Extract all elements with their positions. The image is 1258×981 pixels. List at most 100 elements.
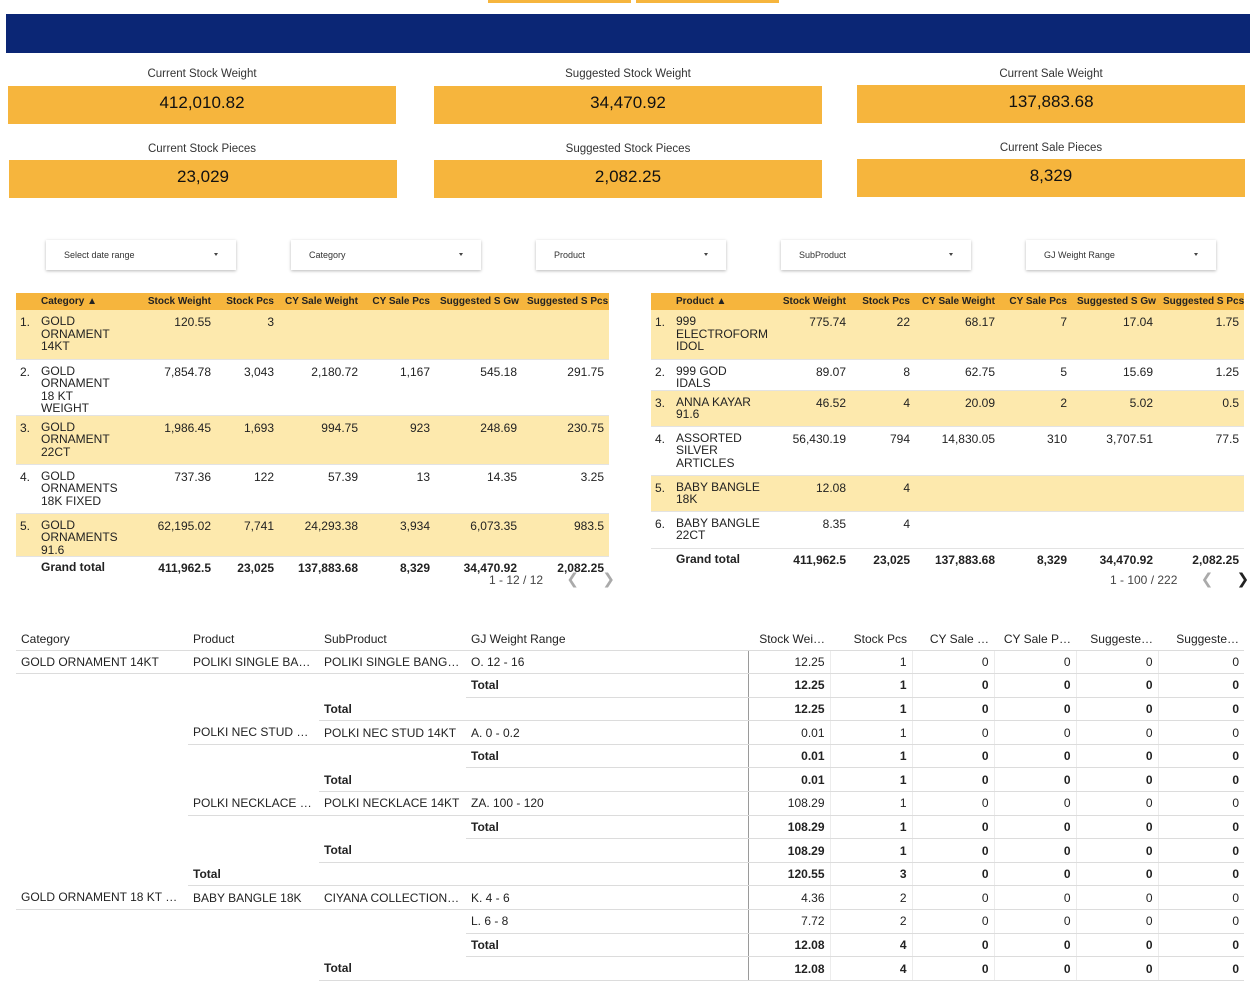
pivot-row[interactable]: POLKI NEC STUD 14KT POLKI NEC STUD 14KT A.… — [16, 720, 1244, 745]
pivot-subproduct — [319, 815, 466, 839]
category-table: Category ▲ Stock Weight Stock Pcs CY Sal… — [16, 293, 609, 575]
pivot-row[interactable]: Total 12.25 1 0 0 0 0 — [16, 697, 1244, 722]
row-name: BABY BANGLE 18K — [671, 475, 766, 512]
pivot-value: 0 — [993, 862, 1076, 887]
subproduct-filter[interactable]: SubProduct — [781, 240, 971, 270]
header-banner — [6, 14, 1250, 53]
header-suggested-pcs[interactable]: Suggested S Pcs — [1158, 293, 1244, 310]
category-filter[interactable]: Category — [291, 240, 481, 270]
pivot-value: 0 — [1157, 673, 1244, 698]
table-header: Category ▲ Stock Weight Stock Pcs CY Sal… — [16, 293, 609, 310]
pivot-header-cy-sale-pcs[interactable]: CY Sale P… — [994, 629, 1076, 651]
table-row[interactable]: 5. BABY BANGLE 18K 12.08 4 — [651, 475, 1244, 512]
table-row[interactable]: 1. 999 ELECTROFORM IDOL 775.74 22 68.17 … — [651, 310, 1244, 360]
table-row[interactable]: 4. ASSORTED SILVER ARTICLES 56,430.19 79… — [651, 426, 1244, 476]
header-suggested-gw[interactable]: Suggested S Gw — [435, 293, 522, 310]
pivot-row[interactable]: L. 6 - 8 7.72 2 0 0 0 0 — [16, 909, 1244, 934]
kpi-label: Current Sale Pieces — [999, 142, 1103, 154]
header-stock-weight[interactable]: Stock Weight — [766, 293, 851, 310]
pivot-subproduct: POLKI NECKLACE 14KT — [319, 791, 466, 816]
table-row[interactable]: 2. GOLD ORNAMENT 18 KT WEIGHT 7,854.78 3… — [16, 359, 609, 416]
cell: 122 — [216, 464, 279, 514]
pivot-value: 120.55 — [747, 862, 830, 887]
header-cy-sale-weight[interactable]: CY Sale Weight — [915, 293, 1000, 310]
pivot-row[interactable]: POLKI NECKLACE 14KT POLKI NECKLACE 14KT ZA… — [16, 791, 1244, 816]
pivot-header-category[interactable]: Category — [16, 629, 188, 651]
header-suggested-gw[interactable]: Suggested S Gw — [1072, 293, 1158, 310]
pivot-header-suggested-pcs[interactable]: Suggeste… — [1158, 629, 1244, 651]
gj-weight-range-filter[interactable]: GJ Weight Range — [1026, 240, 1216, 270]
pivot-value: 0 — [1157, 791, 1244, 816]
pivot-value: 0 — [1075, 956, 1158, 981]
chevron-right-icon[interactable]: ❯ — [602, 571, 615, 588]
product-filter[interactable]: Product — [536, 240, 726, 270]
header-suggested-pcs[interactable]: Suggested S Pcs — [522, 293, 609, 310]
pivot-table: Category Product SubProduct GJ Weight Ra… — [16, 629, 1244, 981]
pivot-value: 0 — [1075, 720, 1158, 745]
pivot-header-subproduct[interactable]: SubProduct — [319, 629, 466, 651]
row-index: 6. — [651, 511, 671, 549]
pagination-text: 1 - 100 / 222 — [1110, 573, 1178, 587]
date-range-filter[interactable]: Select date range — [46, 240, 236, 270]
pivot-row[interactable]: Total 120.55 3 0 0 0 0 — [16, 862, 1244, 887]
pivot-row[interactable]: Total 0.01 1 0 0 0 0 — [16, 767, 1244, 793]
pivot-row[interactable]: Total 108.29 1 0 0 0 0 — [16, 815, 1244, 840]
pivot-header-product[interactable]: Product — [188, 629, 319, 651]
chevron-left-icon[interactable]: ❮ — [1200, 571, 1214, 588]
pivot-subproduct: Total — [319, 697, 466, 722]
pivot-header-stock-pcs[interactable]: Stock Pcs — [830, 629, 912, 651]
pivot-header-cy-sale-weight[interactable]: CY Sale … — [912, 629, 994, 651]
pivot-category — [16, 792, 188, 816]
pivot-value: 0 — [1157, 767, 1244, 793]
cell: 24,293.38 — [279, 513, 363, 557]
header-stock-weight[interactable]: Stock Weight — [124, 293, 216, 310]
header-product[interactable]: Product ▲ — [671, 293, 766, 310]
table-row[interactable]: 4. GOLD ORNAMENTS 18K FIXED 737.36 122 5… — [16, 464, 609, 514]
top-tab-2[interactable] — [636, 0, 779, 3]
pivot-row[interactable]: Total 12.25 1 0 0 0 0 — [16, 673, 1244, 698]
chevron-right-icon[interactable]: ❯ — [1236, 571, 1250, 588]
cell — [435, 310, 522, 360]
table-row[interactable]: 5. GOLD ORNAMENTS 91.6 62,195.02 7,741 2… — [16, 513, 609, 557]
cell: 411,962.5 — [793, 552, 846, 567]
pivot-value: 0.01 — [747, 744, 830, 769]
pivot-product: POLKI NEC STUD 14KT — [188, 720, 319, 745]
caret-down-icon — [949, 253, 953, 256]
pivot-header-suggested-gw[interactable]: Suggeste… — [1076, 629, 1158, 651]
top-tab-1[interactable] — [488, 0, 631, 3]
header-cy-sale-weight[interactable]: CY Sale Weight — [279, 293, 363, 310]
kpi-value: 2,082.25 — [434, 160, 822, 198]
pivot-value: 1 — [829, 767, 912, 793]
header-cy-sale-pcs[interactable]: CY Sale Pcs — [363, 293, 435, 310]
row-index: 4. — [651, 426, 671, 476]
header-index — [651, 293, 671, 310]
header-stock-pcs[interactable]: Stock Pcs — [851, 293, 915, 310]
cell: 8 — [851, 359, 915, 391]
pivot-gj-weight-range: A. 0 - 0.2 — [466, 720, 748, 745]
pivot-header-gj-weight-range[interactable]: GJ Weight Range — [466, 629, 748, 651]
chevron-left-icon[interactable]: ❮ — [566, 571, 579, 588]
header-cy-sale-pcs[interactable]: CY Sale Pcs — [1000, 293, 1072, 310]
pivot-product — [188, 815, 319, 839]
pivot-row[interactable]: Total 0.01 1 0 0 0 0 — [16, 744, 1244, 769]
table-row[interactable]: 3. ANNA KAYAR 91.6 46.52 4 20.09 2 5.02 … — [651, 390, 1244, 427]
pivot-row[interactable]: GOLD ORNAMENT 18 KT WEIGHTBABY BANGLE 18… — [16, 885, 1244, 911]
kpi-value: 137,883.68 — [857, 85, 1245, 123]
cell — [1158, 511, 1244, 549]
pivot-header-stock-weight[interactable]: Stock Wei… — [748, 629, 830, 651]
table-row[interactable]: 1. GOLD ORNAMENT 14KT 120.55 3 — [16, 310, 609, 360]
header-category[interactable]: Category ▲ — [36, 293, 124, 310]
pivot-value: 0 — [1157, 838, 1244, 863]
pivot-category — [16, 815, 188, 839]
pivot-row[interactable]: Total 12.08 4 0 0 0 0 — [16, 933, 1244, 958]
header-stock-pcs[interactable]: Stock Pcs — [216, 293, 279, 310]
pivot-product — [188, 957, 319, 981]
pivot-row[interactable]: Total 108.29 1 0 0 0 0 — [16, 838, 1244, 863]
table-row[interactable]: 3. GOLD ORNAMENT 22CT 1,986.45 1,693 994… — [16, 415, 609, 465]
table-row[interactable]: 2. 999 GOD IDALS 89.07 8 62.75 5 15.69 1… — [651, 359, 1244, 391]
row-name: GOLD ORNAMENT 18 KT WEIGHT — [36, 359, 124, 416]
table-row[interactable]: 6. BABY BANGLE 22CT 8.35 4 — [651, 511, 1244, 549]
pivot-value: 0 — [1157, 720, 1244, 745]
pivot-row[interactable]: Total 12.08 4 0 0 0 0 — [16, 956, 1244, 981]
